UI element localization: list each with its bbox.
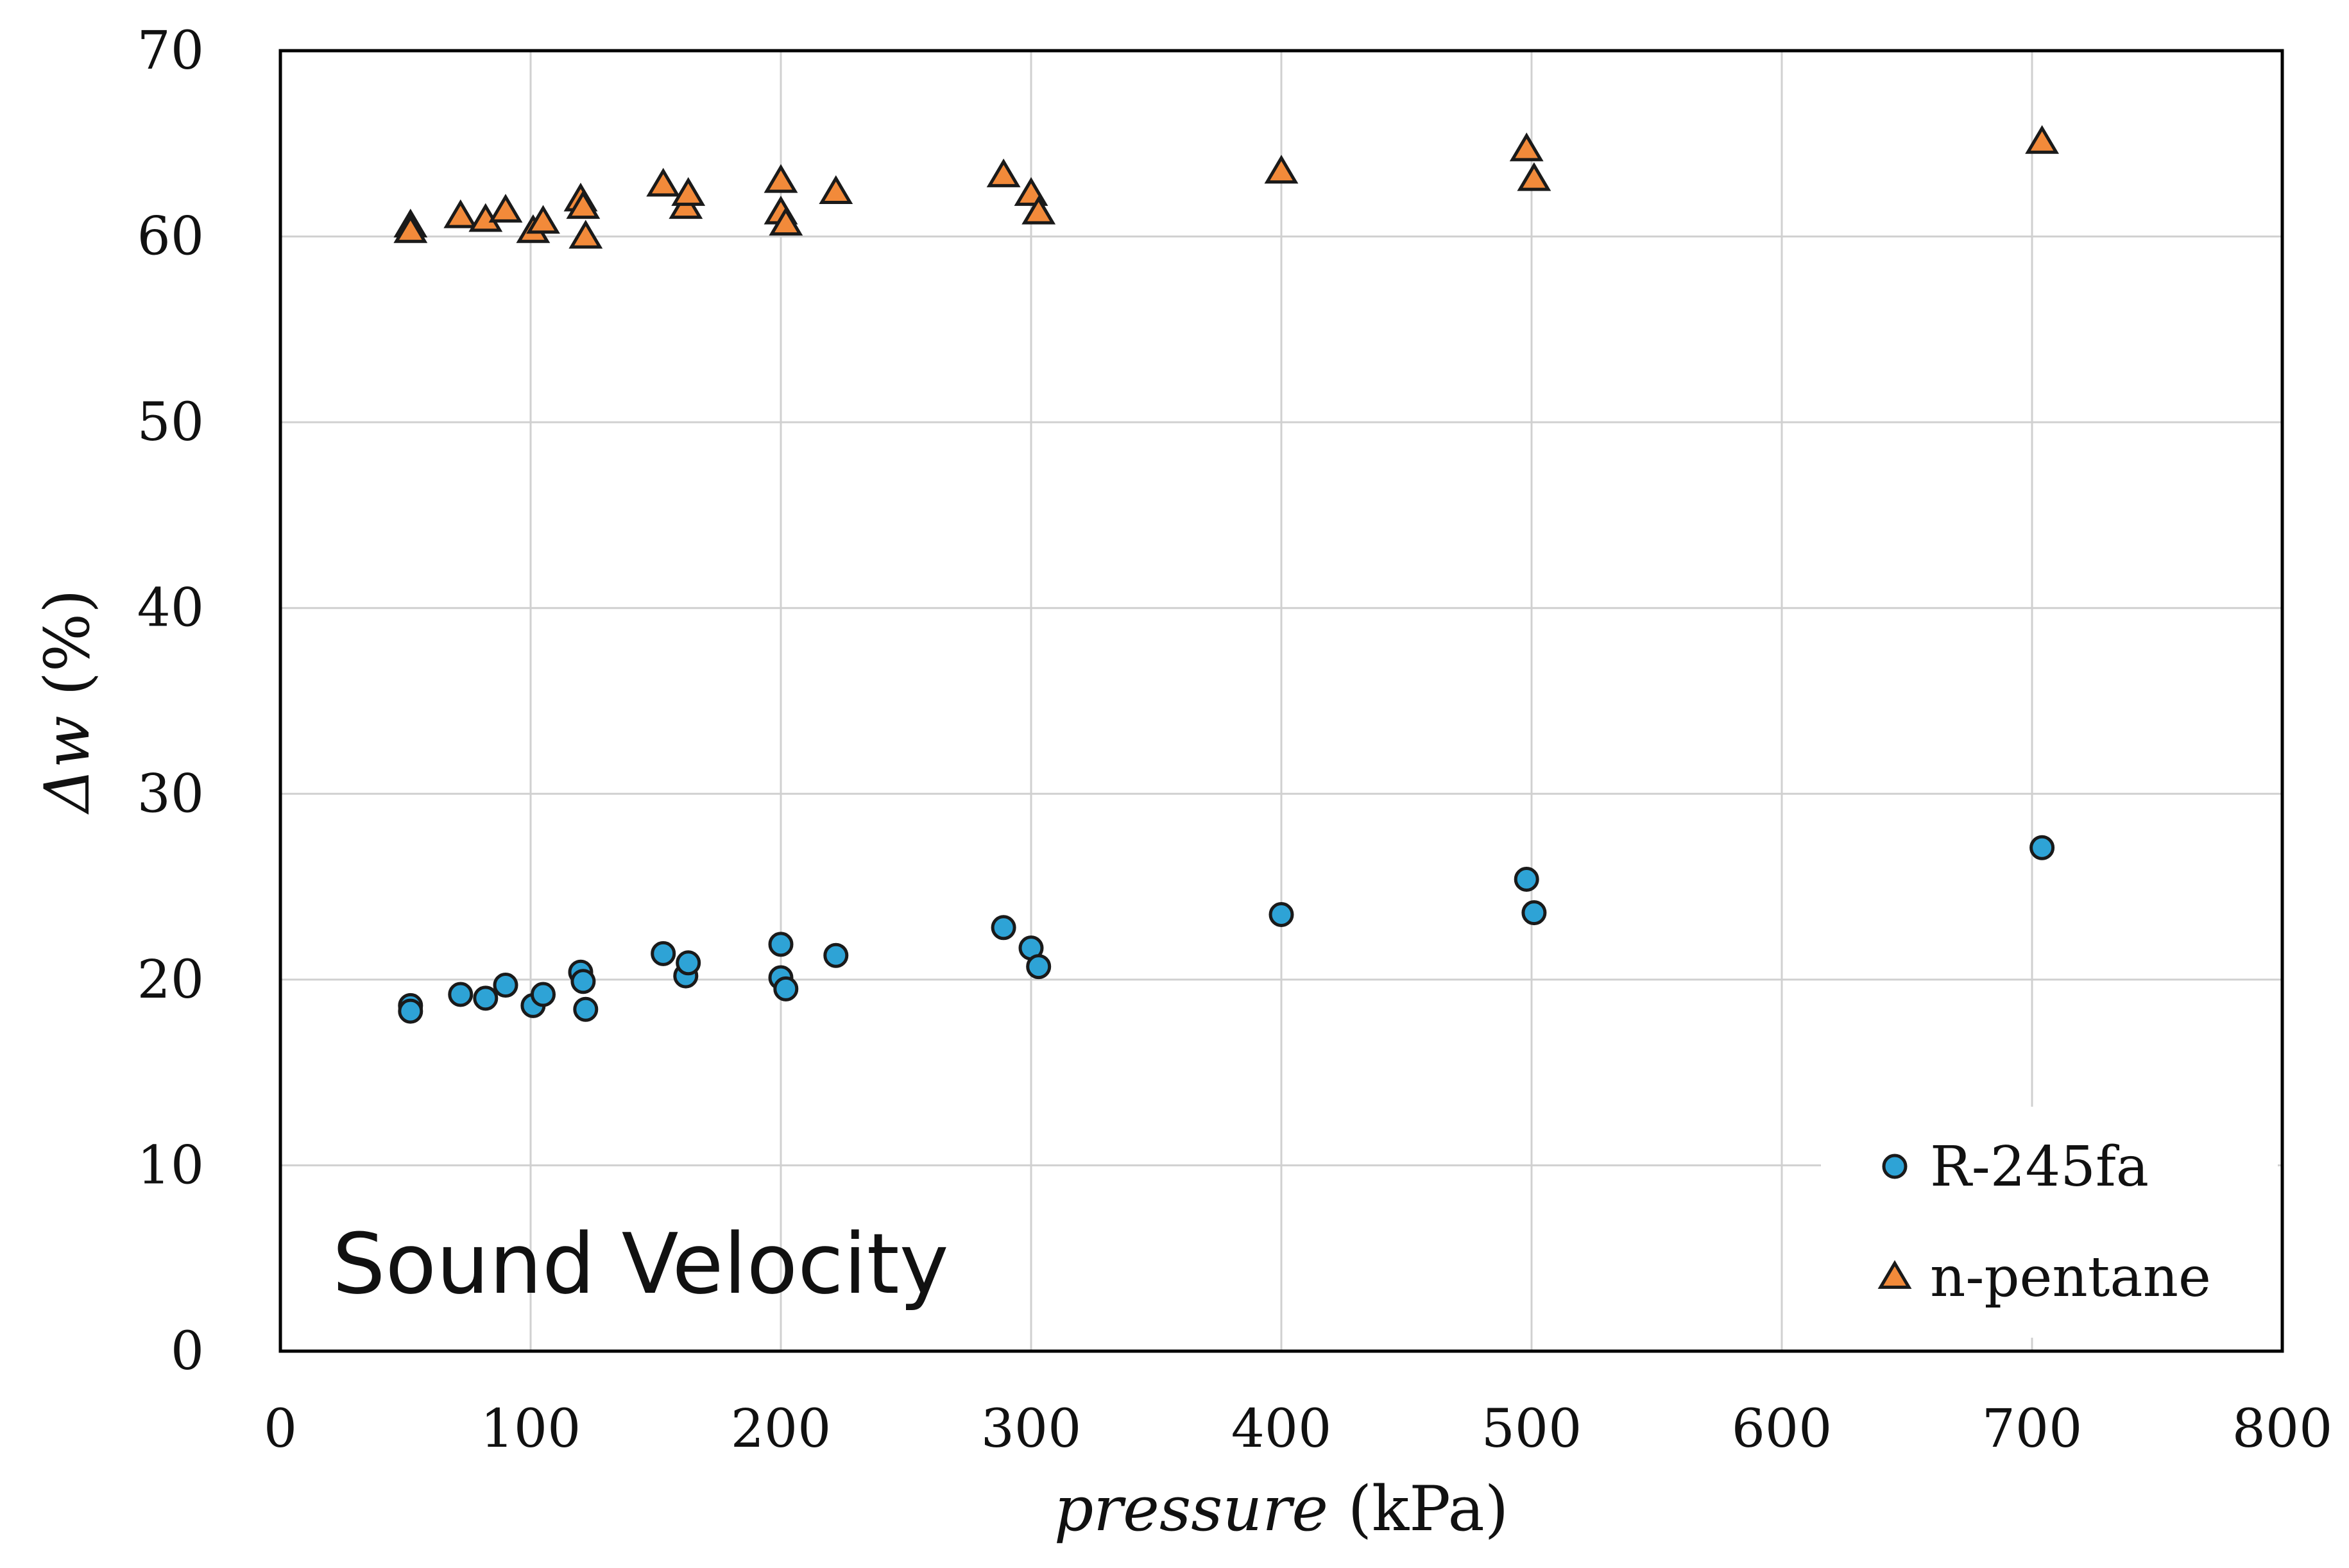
data-point: [1264, 155, 1299, 184]
data-point: [570, 969, 596, 994]
data-point: [473, 985, 499, 1011]
data-point: [448, 982, 474, 1007]
data-point: [573, 996, 599, 1022]
y-tick-label: 40: [137, 578, 204, 639]
plot-area-frame: [278, 49, 2284, 1353]
legend-marker: [1882, 1154, 1908, 1179]
y-axis-title: Δw (%): [31, 589, 103, 815]
data-series: [393, 124, 2060, 1024]
chart-annotation: Sound Velocity: [332, 1215, 949, 1313]
x-tick-label: 700: [1982, 1399, 2083, 1460]
data-point: [1509, 132, 1544, 162]
legend-marker: [1877, 1260, 1912, 1289]
data-point: [769, 207, 803, 236]
data-point: [443, 199, 478, 228]
data-point: [393, 214, 428, 243]
data-point: [768, 932, 794, 957]
y-tick-label: 30: [137, 763, 204, 824]
data-point: [493, 973, 518, 998]
x-tick-label: 400: [1231, 1399, 1332, 1460]
legend-label: R-245fa: [1930, 1135, 2149, 1199]
series-R-245fa: [398, 835, 2055, 1024]
x-axis-title-unit: (kPa): [1328, 1473, 1508, 1545]
data-point: [773, 976, 799, 1001]
data-point: [531, 982, 556, 1007]
data-point: [671, 177, 706, 206]
series-n-pentane: [393, 124, 2060, 249]
x-tick-label: 0: [264, 1399, 297, 1460]
data-point: [764, 164, 798, 193]
data-point: [398, 998, 423, 1024]
y-tick-label: 0: [171, 1321, 204, 1382]
data-point: [1026, 954, 1052, 980]
x-tick-label: 600: [1732, 1399, 1832, 1460]
x-tick-label: 500: [1482, 1399, 1582, 1460]
y-axis-title-italic: Δw: [31, 715, 103, 815]
axis-ticks: 0 100 200 300 400 500 600 700 800 0 10 20 30 40 50 60 70: [137, 21, 2333, 1460]
y-tick-label: 50: [137, 392, 204, 453]
data-point: [526, 205, 560, 234]
x-tick-label: 200: [731, 1399, 832, 1460]
data-point: [651, 941, 676, 966]
grid: [280, 51, 2282, 1351]
data-point: [566, 190, 601, 219]
y-axis-title-unit: (%): [31, 589, 103, 715]
data-point: [1521, 900, 1547, 926]
x-tick-label: 800: [2232, 1399, 2333, 1460]
data-point: [488, 194, 523, 223]
data-point: [986, 158, 1021, 187]
x-axis-title-italic: pressure: [1054, 1473, 1328, 1545]
data-point: [2025, 124, 2060, 154]
data-point: [1268, 902, 1294, 928]
legend: R-245fa n-pentane: [1821, 1107, 2278, 1338]
x-tick-label: 300: [981, 1399, 1082, 1460]
data-point: [1514, 866, 1539, 892]
y-tick-label: 60: [137, 207, 204, 268]
y-tick-label: 20: [137, 950, 204, 1010]
data-point: [1021, 196, 1056, 225]
x-tick-label: 100: [481, 1399, 581, 1460]
data-point: [1517, 162, 1551, 191]
x-axis-title: pressure (kPa): [1054, 1473, 1508, 1545]
data-point: [568, 219, 603, 249]
data-point: [823, 942, 849, 968]
data-point: [819, 175, 853, 204]
data-point: [676, 950, 701, 976]
data-point: [646, 167, 681, 197]
y-tick-label: 70: [137, 21, 204, 81]
data-point: [2029, 835, 2055, 860]
y-tick-label: 10: [137, 1135, 204, 1196]
data-point: [991, 915, 1016, 941]
legend-label: n-pentane: [1930, 1245, 2211, 1309]
legend-background: [1821, 1107, 2278, 1338]
